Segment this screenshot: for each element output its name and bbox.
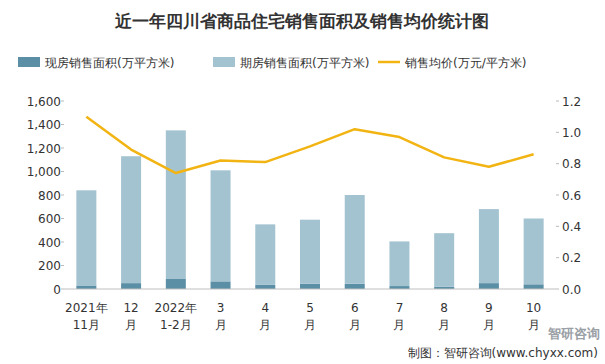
bar bbox=[76, 285, 96, 289]
x-tick-label: 2021年11月 bbox=[65, 301, 108, 332]
bar bbox=[255, 285, 275, 289]
bar bbox=[524, 219, 544, 285]
y2-tick-label: 0.2 bbox=[562, 251, 581, 265]
bar bbox=[121, 283, 141, 289]
plot-area bbox=[76, 117, 543, 289]
bar bbox=[76, 190, 96, 285]
y-tick bbox=[61, 242, 64, 243]
y2-tick-label: 0.8 bbox=[562, 157, 581, 171]
legend-item: 销售均价(万元/平方米) bbox=[378, 56, 526, 70]
legend-label: 期房销售面积(万平方米) bbox=[240, 56, 369, 70]
y2-tick bbox=[556, 289, 559, 290]
bar bbox=[345, 284, 365, 289]
bar bbox=[121, 156, 141, 283]
x-tick-label: 6月 bbox=[349, 301, 361, 332]
y-tick-label: 200 bbox=[38, 259, 61, 273]
bar bbox=[389, 241, 409, 286]
y2-tick bbox=[556, 226, 559, 227]
x-tick-label: 4月 bbox=[259, 301, 271, 332]
title: 近一年四川省商品住宅销售面积及销售均价统计图 bbox=[114, 11, 489, 31]
legend-label: 现房销售面积(万平方米) bbox=[45, 56, 174, 70]
y-tick-label: 600 bbox=[38, 212, 61, 226]
x-axis bbox=[64, 289, 556, 290]
y-tick bbox=[61, 218, 64, 219]
source: 制图：智研咨询(www.chyxx.com) bbox=[408, 346, 598, 360]
bar bbox=[211, 170, 231, 281]
bar bbox=[255, 224, 275, 285]
y-tick-label: 1,600 bbox=[27, 95, 61, 109]
x-tick-label: 10月 bbox=[526, 301, 541, 332]
y-tick-label: 1,200 bbox=[27, 142, 61, 156]
legend-swatch bbox=[18, 57, 40, 67]
y2-tick bbox=[556, 132, 559, 133]
x-tick-label: 3月 bbox=[215, 301, 227, 332]
bar bbox=[524, 284, 544, 289]
x-tick-label: 9月 bbox=[483, 301, 495, 332]
bar bbox=[166, 279, 186, 289]
y-tick bbox=[61, 101, 64, 102]
bar bbox=[434, 233, 454, 286]
y2-tick-label: 0.6 bbox=[562, 189, 581, 203]
y2-tick bbox=[556, 257, 559, 258]
y-tick-label: 800 bbox=[38, 189, 61, 203]
y-tick bbox=[61, 124, 64, 125]
bar bbox=[300, 284, 320, 289]
bar bbox=[166, 130, 186, 279]
y-tick bbox=[61, 265, 64, 266]
legend-swatch bbox=[378, 61, 400, 64]
y2-tick-label: 1.2 bbox=[562, 95, 581, 109]
y-tick bbox=[61, 289, 64, 290]
bar bbox=[300, 220, 320, 284]
y2-tick-label: 0.0 bbox=[562, 283, 581, 297]
y-tick-label: 1,400 bbox=[27, 118, 61, 132]
y-tick-label: 0 bbox=[53, 283, 61, 297]
legend-item: 现房销售面积(万平方米) bbox=[18, 56, 174, 70]
y-tick bbox=[61, 148, 64, 149]
chart: 近一年四川省商品住宅销售面积及销售均价统计图现房销售面积(万平方米) 期房销售面积… bbox=[0, 0, 605, 364]
x-tick-label: 8月 bbox=[438, 301, 450, 332]
y-tick-label: 400 bbox=[38, 236, 61, 250]
y-tick bbox=[61, 171, 64, 172]
x-tick-label: 7月 bbox=[393, 301, 405, 332]
y2-tick bbox=[556, 195, 559, 196]
legend-item: 期房销售面积(万平方米) bbox=[213, 56, 369, 70]
y2-tick bbox=[556, 163, 559, 164]
y2-tick-label: 0.4 bbox=[562, 220, 581, 234]
x-tick-label: 5月 bbox=[304, 301, 316, 332]
bar bbox=[345, 195, 365, 284]
y2-tick-label: 1.0 bbox=[562, 126, 581, 140]
bar bbox=[479, 209, 499, 283]
legend-label: 销售均价(万元/平方米) bbox=[404, 56, 526, 70]
legend-swatch bbox=[213, 57, 235, 67]
x-tick-label: 12月 bbox=[123, 301, 138, 332]
y2-tick bbox=[556, 101, 559, 102]
bar bbox=[479, 283, 499, 289]
y-tick-label: 1,000 bbox=[27, 165, 61, 179]
line bbox=[86, 117, 533, 173]
bar bbox=[211, 281, 231, 289]
watermark: 智研咨询 bbox=[547, 326, 600, 341]
y-tick bbox=[61, 195, 64, 196]
x-tick-label: 2022年1-2月 bbox=[155, 301, 198, 332]
